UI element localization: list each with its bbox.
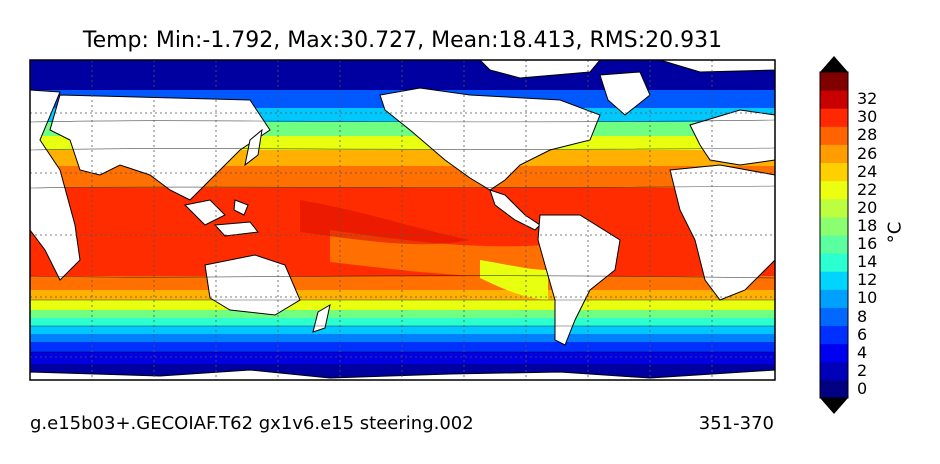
colorbar-swatch [820,307,848,327]
colorbar-swatch [820,379,848,399]
colorbar-swatch [820,198,848,218]
colorbar-swatch [820,108,848,127]
plot-title: Temp: Min:-1.792, Max:30.727, Mean:18.41… [82,28,723,53]
colorbar-tick-label: 24 [857,161,878,181]
colorbar-swatch [820,289,848,308]
colorbar-tick-label: 10 [857,288,878,308]
colorbar-tick-label: 32 [857,89,878,109]
colorbar-tick-label: 22 [857,179,878,199]
colorbar-swatch [820,361,848,381]
colorbar-unit-label: °C [884,221,906,244]
colorbar-tick-label: 4 [857,342,868,362]
colorbar-frame [819,71,849,399]
colorbar-tick-label: 26 [857,143,878,163]
colorbar-swatch [820,90,848,109]
colorbar-tick-label: 2 [857,360,868,380]
colorbar [819,56,849,414]
colorbar-tick-label: 6 [857,324,868,344]
colorbar-swatch [820,126,848,145]
sea-surface-temperature-field [30,60,775,380]
colorbar-tick-label: 16 [857,234,878,254]
colorbar-tick-label: 18 [857,215,878,235]
colorbar-swatch [820,144,848,164]
colorbar-tick-label: 8 [857,306,868,326]
colorbar-swatch [820,343,848,363]
map-frame [29,59,776,381]
colorbar-swatch [820,216,848,236]
colorbar-swatch [820,180,848,200]
colorbar-tick-label: 0 [857,378,868,398]
year-range: 351-370 [698,413,774,434]
colorbar-tick-label: 12 [857,270,878,290]
colorbar-swatch [820,325,848,345]
colorbar-tick-label: 20 [857,197,878,217]
colorbar-swatch [820,271,848,290]
colorbar-swatch [820,72,848,91]
map-grid [30,60,775,380]
colorbar-tick-label: 28 [857,125,878,145]
colorbar-max-extend [820,56,848,72]
colorbar-swatch [820,162,848,182]
colorbar-swatch [820,235,848,254]
colorbar-swatch [820,253,848,272]
colorbar-tick-label: 14 [857,252,878,272]
colorbar-min-extend [820,398,848,414]
colorbar-tick-label: 30 [857,107,878,127]
case-name: g.e15b03+.GECOIAF.T62 gx1v6.e15 steering… [30,413,474,434]
